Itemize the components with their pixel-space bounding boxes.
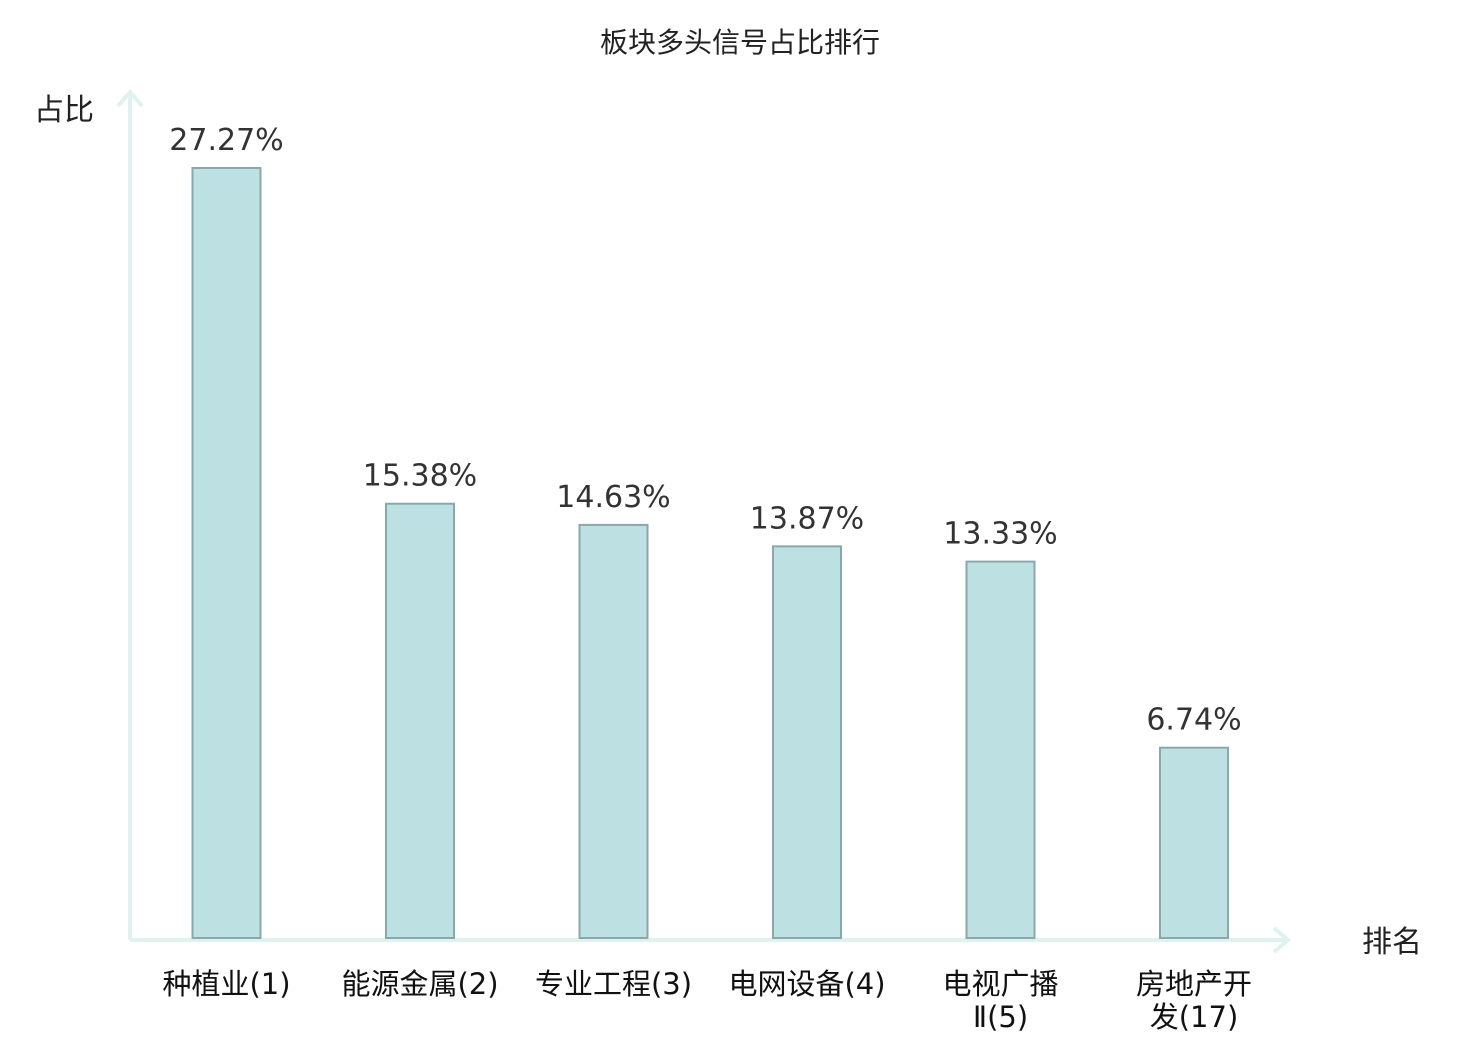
y-axis-label: 占比 <box>34 93 94 128</box>
data-label-3: 14.63% <box>556 480 670 515</box>
bar-4 <box>772 545 842 939</box>
y-axis <box>116 88 144 940</box>
category-label-6-line-1: 房地产开 <box>1136 967 1252 1001</box>
x-axis <box>130 926 1292 954</box>
bar-2 <box>385 502 455 939</box>
data-label-4: 13.87% <box>750 501 864 536</box>
x-axis-label: 排名 <box>1362 925 1422 960</box>
y-axis-arrow <box>116 88 144 108</box>
bar-3 <box>578 523 649 939</box>
category-label-5-line-1: 电视广播 <box>942 967 1058 1001</box>
x-axis-arrow <box>1272 926 1292 954</box>
data-label-5: 13.33% <box>943 517 1057 552</box>
data-label-2: 15.38% <box>363 459 477 494</box>
data-label-6: 6.74% <box>1146 703 1241 738</box>
bars <box>191 167 1229 939</box>
category-label-1: 种植业(1) <box>162 967 290 1001</box>
value-labels: 27.27% 15.38% 14.63% 13.87% 13.33% 6.74% <box>169 123 1241 738</box>
category-label-4: 电网设备(4) <box>728 967 885 1001</box>
bar-1 <box>191 167 262 939</box>
category-label-2: 能源金属(2) <box>341 967 498 1001</box>
category-label-3: 专业工程(3) <box>535 967 692 1001</box>
bar-5 <box>965 560 1036 939</box>
category-label-5-line-2: Ⅱ(5) <box>973 1000 1028 1034</box>
data-label-1: 27.27% <box>169 123 283 158</box>
category-label-6-line-2: 发(17) <box>1150 1000 1239 1034</box>
bar-6 <box>1159 746 1229 939</box>
chart-title: 板块多头信号占比排行 <box>600 26 880 59</box>
